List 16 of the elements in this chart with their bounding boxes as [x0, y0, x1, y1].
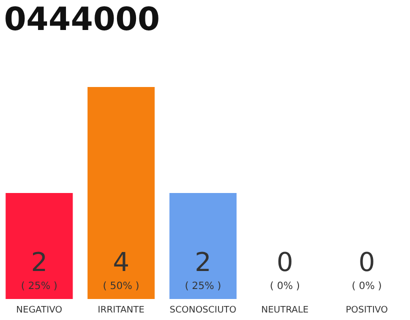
annotation: ( 25% ) [184, 281, 222, 292]
annotation: ( 50% ) [102, 281, 140, 292]
x-tick-label: NEGATIVO [16, 306, 62, 316]
x-tick-label: IRRITANTE [98, 306, 145, 316]
data-label: 2 [30, 248, 48, 278]
data-label: 0 [358, 248, 376, 278]
annotation: ( 0% ) [270, 281, 300, 292]
data-label: 2 [194, 248, 212, 278]
data-label: 0 [276, 248, 294, 278]
annotation: ( 0% ) [352, 281, 382, 292]
annotation: ( 25% ) [21, 281, 58, 292]
x-tick-label: SCONOSCIUTO [170, 306, 236, 316]
data-label: 4 [112, 248, 130, 278]
x-tick-label: POSITIVO [346, 306, 388, 316]
chart-title: 0444000 [4, 0, 160, 38]
x-tick-label: NEUTRALE [261, 306, 309, 316]
